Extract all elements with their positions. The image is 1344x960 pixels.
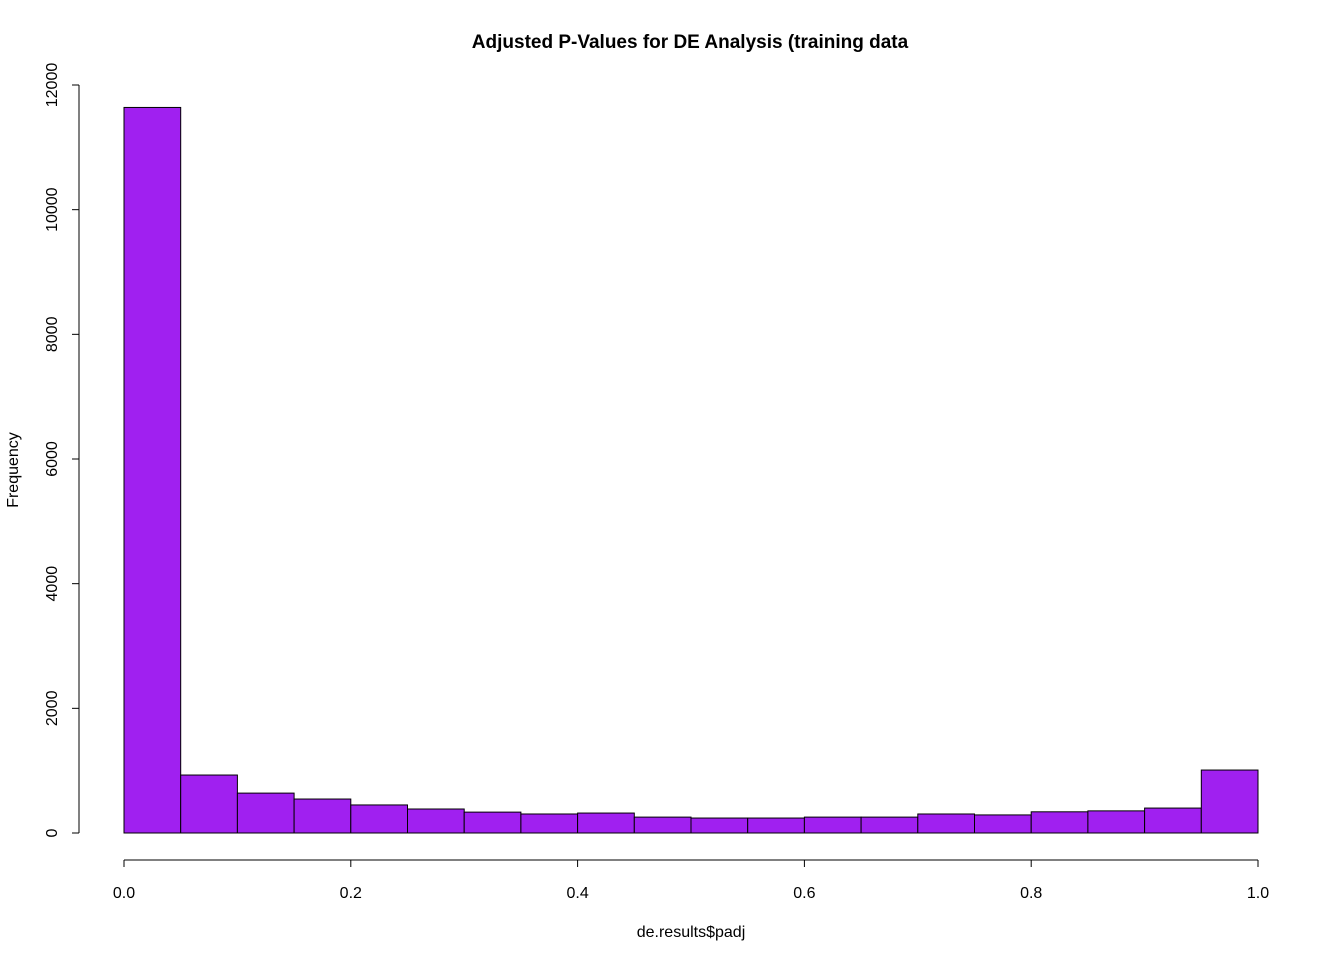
histogram-bar xyxy=(293,798,352,834)
x-tick-label: 0.6 xyxy=(793,885,815,902)
histogram-bar xyxy=(123,106,182,834)
y-axis: 0 2000 4000 6000 8000 10000 12000 xyxy=(44,63,80,837)
x-tick-label: 0.4 xyxy=(566,885,588,902)
histogram-bar xyxy=(633,816,692,834)
histogram-bar xyxy=(690,817,749,834)
y-tick-label: 10000 xyxy=(44,187,61,232)
y-tick-label: 12000 xyxy=(44,63,61,108)
y-axis-label: Frequency xyxy=(5,432,22,508)
histogram-bar xyxy=(1030,811,1089,834)
histogram-bar xyxy=(407,808,465,834)
histogram-bar xyxy=(180,774,238,834)
histogram-bar xyxy=(860,816,919,834)
histogram-bar xyxy=(1200,769,1259,834)
x-tick-label: 0.8 xyxy=(1020,885,1042,902)
chart-title: Adjusted P-Values for DE Analysis (train… xyxy=(472,32,909,53)
histogram-bars xyxy=(123,106,1259,834)
histogram-bar xyxy=(917,813,975,834)
y-tick-label: 2000 xyxy=(44,690,61,726)
histogram-bar xyxy=(747,817,805,834)
x-axis: 0.0 0.2 0.4 0.6 0.8 1.0 xyxy=(113,859,1269,902)
y-tick-label: 0 xyxy=(44,828,61,837)
y-tick-label: 8000 xyxy=(44,316,61,352)
x-axis-label: de.results$padj xyxy=(637,924,746,941)
histogram-bar xyxy=(974,814,1032,834)
histogram-bar xyxy=(350,804,408,834)
y-tick-label: 6000 xyxy=(44,441,61,477)
histogram-bar xyxy=(577,812,635,834)
histogram-bar xyxy=(236,792,295,834)
histogram-bar xyxy=(803,816,862,834)
histogram-bar xyxy=(520,813,579,834)
x-tick-label: 1.0 xyxy=(1247,885,1269,902)
y-tick-label: 4000 xyxy=(44,566,61,602)
histogram-bar xyxy=(1087,810,1146,834)
histogram-bar xyxy=(463,811,522,834)
x-tick-label: 0.2 xyxy=(340,885,362,902)
x-tick-label: 0.0 xyxy=(113,885,135,902)
histogram-bar xyxy=(1144,807,1202,834)
